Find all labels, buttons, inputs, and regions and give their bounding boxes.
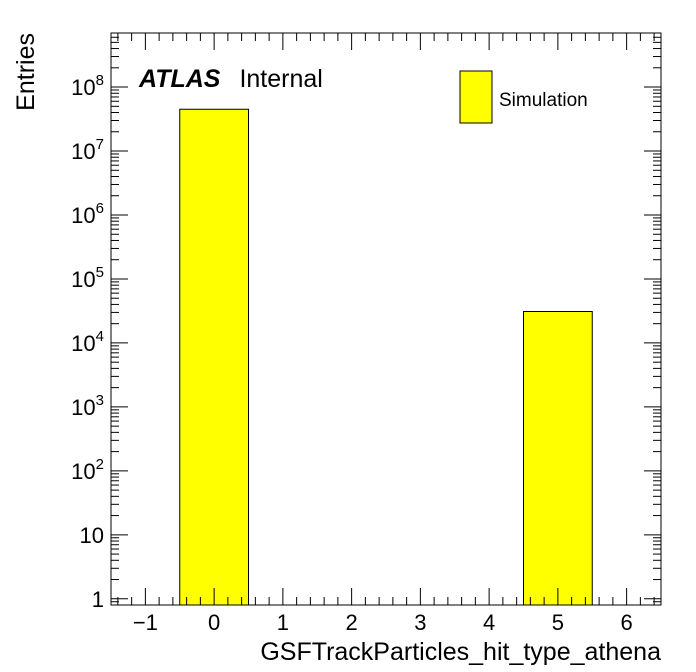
x-tick-label: 5 <box>552 610 564 635</box>
x-tick-label: 0 <box>208 610 220 635</box>
y-ticks-group <box>111 32 661 606</box>
x-tick-label: 4 <box>483 610 495 635</box>
y-axis-title: Entries <box>12 33 40 111</box>
y-tick-label: 10 <box>80 523 104 548</box>
x-tick-label: 3 <box>414 610 426 635</box>
x-tick-label: 2 <box>346 610 358 635</box>
y-tick-label: 107 <box>71 136 104 164</box>
atlas-bold-text: ATLAS <box>138 65 221 93</box>
y-tick-label: 1 <box>92 587 104 612</box>
histogram-bar-1 <box>523 310 593 606</box>
y-tick-label: 106 <box>71 200 104 228</box>
atlas-label: ATLAS Internal <box>138 65 323 93</box>
y-tick-label: 102 <box>71 456 104 484</box>
bars-group <box>179 108 593 606</box>
y-tick-labels: 1 10 102 103 104 105 106 107 108 <box>71 72 104 612</box>
y-tick-label: 104 <box>71 328 104 356</box>
x-tick-labels: −1 0 1 2 3 4 5 6 <box>133 610 633 635</box>
legend-swatch <box>459 70 493 124</box>
x-axis-title: GSFTrackParticles_hit_type_athena <box>260 638 661 666</box>
y-tick-label: 108 <box>71 72 104 100</box>
plot-frame <box>110 32 662 606</box>
histogram-bar-0 <box>179 108 249 606</box>
atlas-internal-text: Internal <box>239 65 322 93</box>
y-tick-label: 103 <box>71 392 104 420</box>
legend-entry-simulation: Simulation <box>499 90 588 111</box>
x-tick-label: 6 <box>621 610 633 635</box>
x-ticks-group <box>117 33 655 605</box>
x-tick-label: −1 <box>133 610 158 635</box>
x-tick-label: 1 <box>277 610 289 635</box>
y-tick-label: 105 <box>71 264 104 292</box>
